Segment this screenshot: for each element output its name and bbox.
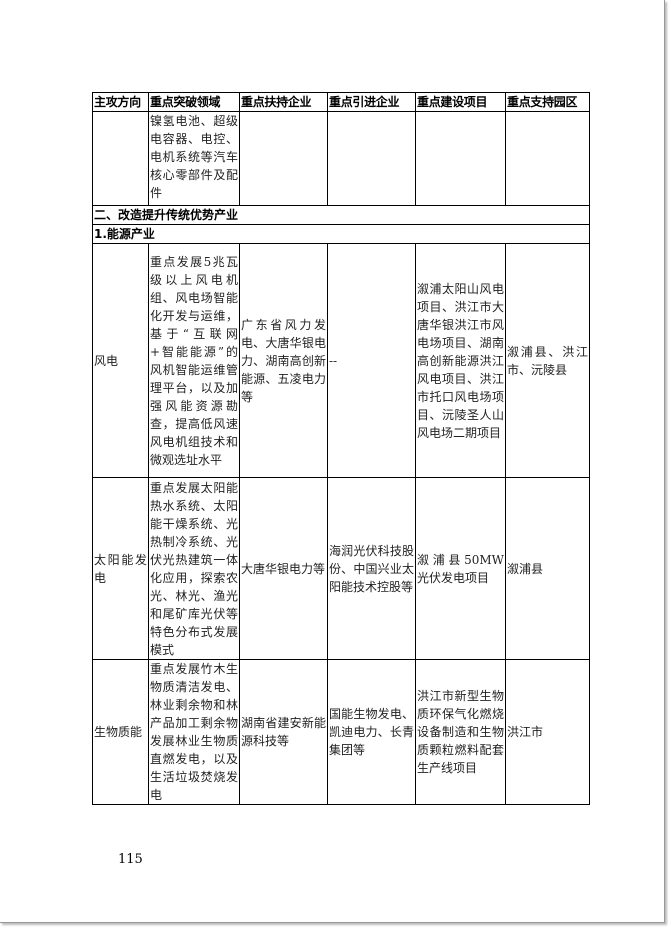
table-row: 风电 重点发展5兆瓦级以上风电机组、风电场智能化开发与运维，基于“互联网+智能能… [92, 243, 590, 478]
cell: 生物质能 [92, 659, 149, 805]
table-row: 镍氢电池、超级电容器、电控、电机系统等汽车核心零部件及配件 [92, 111, 590, 206]
page-number: 115 [118, 852, 143, 867]
cell: 重点发展太阳能热水系统、太阳能干燥系统、光热制冷系统、光伏光热建筑一体化应用，探… [148, 477, 240, 660]
cell: 溆浦县、洪江市、沅陵县 [505, 243, 590, 478]
table-row: 生物质能 重点发展竹木生物质清洁发电、林业剩余物和林产品加工剩余物发展林业生物质… [92, 659, 590, 805]
header-cell: 重点引进企业 [327, 92, 416, 112]
cell: -- [327, 243, 416, 478]
header-cell: 重点突破领域 [148, 92, 240, 112]
cell: 洪江市 [505, 659, 590, 805]
cell: 重点发展5兆瓦级以上风电机组、风电场智能化开发与运维，基于“互联网+智能能源”的… [148, 243, 240, 478]
subsection-row: 1.能源产业 [92, 224, 590, 244]
header-cell: 重点扶持企业 [239, 92, 328, 112]
cell: 溆浦县 [505, 477, 590, 660]
table-row: 太阳能发电 重点发展太阳能热水系统、太阳能干燥系统、光热制冷系统、光伏光热建筑一… [92, 477, 590, 660]
cell: 广东省风力发电、大唐华银电力、湖南高创新能源、五凌电力等 [239, 243, 328, 478]
cell: 溆浦太阳山风电项目、洪江市大唐华银洪江市风电场项目、湖南高创新能源洪江风电项目、… [415, 243, 506, 478]
cell [327, 111, 416, 206]
subsection-heading: 1.能源产业 [92, 224, 590, 244]
cell: 太阳能发电 [92, 477, 149, 660]
cell [92, 111, 149, 206]
section-heading: 二、改造提升传统优势产业 [92, 205, 590, 225]
cell: 镍氢电池、超级电容器、电控、电机系统等汽车核心零部件及配件 [148, 111, 240, 206]
cell [239, 111, 328, 206]
header-cell: 重点建设项目 [415, 92, 506, 112]
cell: 溆浦县50MW光伏发电项目 [415, 477, 506, 660]
table-header-row: 主攻方向 重点突破领域 重点扶持企业 重点引进企业 重点建设项目 重点支持园区 [92, 92, 590, 112]
cell: 国能生物发电、凯迪电力、长青集团等 [327, 659, 416, 805]
section-row: 二、改造提升传统优势产业 [92, 205, 590, 225]
cell: 大唐华银电力等 [239, 477, 328, 660]
cell [505, 111, 590, 206]
cell [415, 111, 506, 206]
cell: 洪江市新型生物质环保气化燃烧设备制造和生物质颗粒燃料配套生产线项目 [415, 659, 506, 805]
cell: 湖南省建安新能源科技等 [239, 659, 328, 805]
cell: 风电 [92, 243, 149, 478]
industry-table: 主攻方向 重点突破领域 重点扶持企业 重点引进企业 重点建设项目 重点支持园区 … [92, 92, 590, 805]
header-cell: 主攻方向 [92, 92, 149, 112]
header-cell: 重点支持园区 [505, 92, 590, 112]
cell: 海润光伏科技股份、中国兴业太阳能技术控股等 [327, 477, 416, 660]
cell: 重点发展竹木生物质清洁发电、林业剩余物和林产品加工剩余物发展林业生物质直燃发电，… [148, 659, 240, 805]
